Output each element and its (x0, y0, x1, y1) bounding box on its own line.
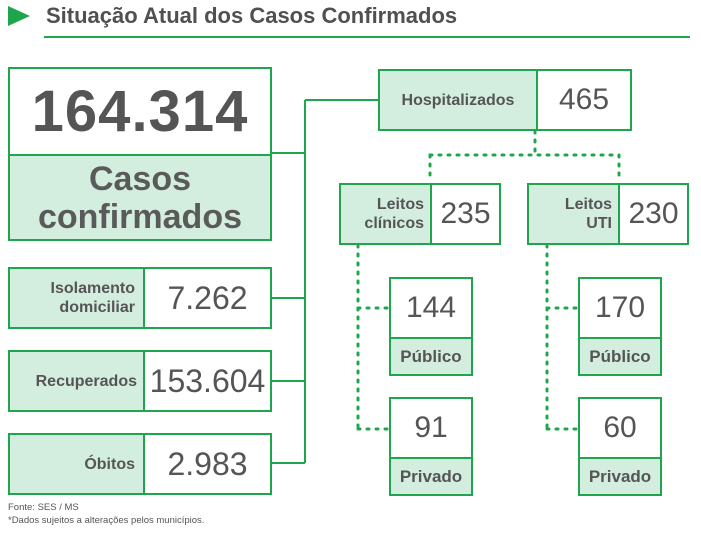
clinical-private-label-box: Privado (389, 457, 473, 496)
clinical-beds-label-line1: Leitos (376, 196, 424, 213)
icu-public-label-box: Público (578, 337, 662, 376)
recovered-label-box: Recuperados (8, 350, 145, 412)
title-arrow-icon (8, 6, 30, 26)
hospitalized-label: Hospitalizados (401, 91, 515, 109)
recovered-value: 153.604 (149, 362, 266, 399)
deaths-label-box: Óbitos (8, 433, 145, 495)
home-isolation-label-line1: Isolamento (50, 280, 135, 297)
clinical-beds-label-box: Leitos clínicos (339, 183, 432, 245)
icu-beds-value-box: 230 (618, 183, 689, 245)
icu-public-label: Público (589, 346, 651, 366)
icu-private-value-box: 60 (578, 397, 662, 459)
clinical-public-label-box: Público (389, 337, 473, 376)
total-cases-value: 164.314 (31, 79, 249, 144)
home-isolation-value: 7.262 (167, 279, 248, 316)
hospitalized-value: 465 (558, 83, 610, 116)
home-isolation-label-box: Isolamento domiciliar (8, 267, 145, 329)
footer-source: Fonte: SES / MS (8, 502, 79, 513)
clinical-public-label: Público (400, 346, 462, 366)
recovered-label: Recuperados (35, 372, 137, 390)
clinical-public-value-box: 144 (389, 277, 473, 339)
clinical-public-value: 144 (405, 291, 457, 324)
total-cases-label-line1: Casos (88, 159, 192, 198)
total-cases-value-box: 164.314 (8, 67, 272, 156)
icu-private-value: 60 (603, 411, 637, 444)
icu-beds-label-line1: Leitos (564, 196, 612, 213)
clinical-private-value: 91 (414, 411, 448, 444)
icu-private-label: Privado (588, 466, 652, 486)
icu-public-value-box: 170 (578, 277, 662, 339)
icu-beds-label-line2: UTI (586, 215, 612, 232)
deaths-value-box: 2.983 (143, 433, 272, 495)
clinical-beds-value: 235 (440, 197, 491, 230)
icu-beds-label-box: Leitos UTI (527, 183, 620, 245)
home-isolation-label-line2: domiciliar (59, 299, 135, 316)
page-title: Situação Atual dos Casos Confirmados (46, 3, 458, 28)
total-cases-label-line2: confirmados (37, 197, 243, 236)
recovered-value-box: 153.604 (143, 350, 272, 412)
title-underline (44, 36, 690, 38)
icu-private-label-box: Privado (578, 457, 662, 496)
total-cases-label-box: Casos confirmados (8, 154, 272, 241)
clinical-private-label: Privado (399, 466, 463, 486)
clinical-private-value-box: 91 (389, 397, 473, 459)
hospitalized-value-box: 465 (536, 69, 632, 131)
footer-note: *Dados sujeitos a alterações pelos munic… (8, 515, 205, 526)
icu-public-value: 170 (594, 291, 646, 324)
clinical-beds-label-line2: clínicos (364, 215, 424, 232)
deaths-label: Óbitos (84, 455, 135, 473)
deaths-value: 2.983 (167, 445, 248, 482)
hospitalized-label-box: Hospitalizados (378, 69, 538, 131)
icu-beds-value: 230 (628, 197, 679, 230)
home-isolation-value-box: 7.262 (143, 267, 272, 329)
clinical-beds-value-box: 235 (430, 183, 501, 245)
